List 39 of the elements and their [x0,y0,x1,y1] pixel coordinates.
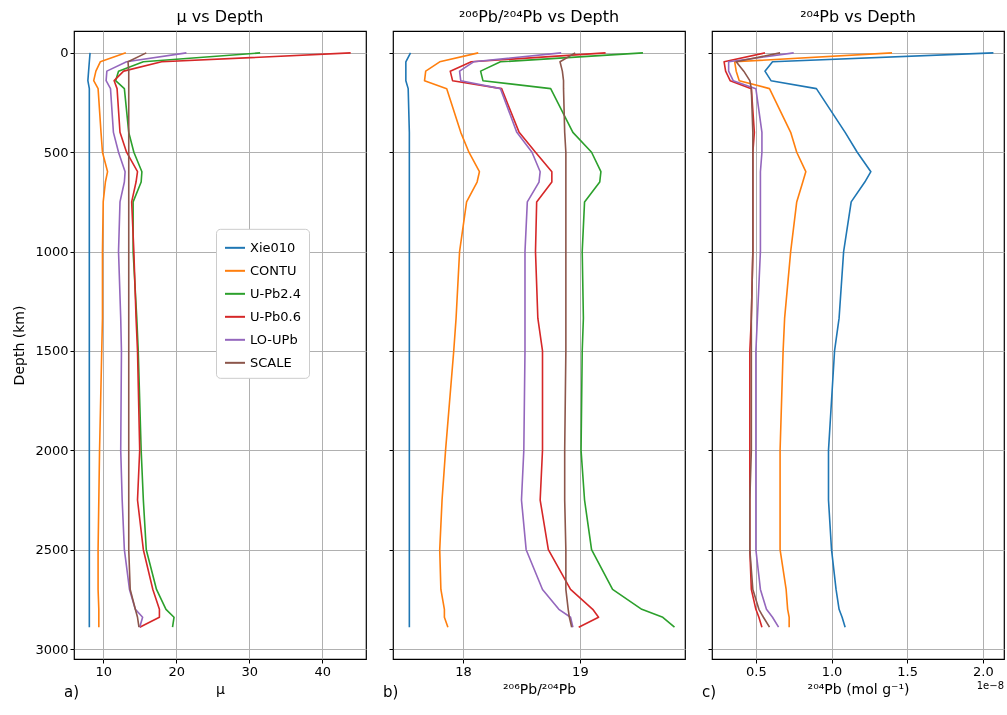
chart-title: μ vs Depth [176,7,264,26]
y-tick-label: 1500 [35,343,69,359]
text: b) [383,683,399,701]
line-series [105,52,188,628]
legend-label: Xie010 [250,239,296,255]
x-tick-label: 1.5 [897,663,919,679]
x-axis-title: ²⁰⁶Pb/²⁰⁴Pb [502,680,577,697]
x-tick-label: 10 [95,663,112,679]
text: c) [702,683,717,701]
legend-label: U-Pb0.6 [250,308,301,324]
y-tick-label: 2500 [35,542,69,558]
x-tick-label: 1.0 [821,663,843,679]
line-series [113,52,352,628]
y-tick-label: 500 [43,144,69,160]
y-axis-title: Depth (km) [11,305,28,386]
x-tick-label: 18 [455,663,472,679]
x-axis-title: μ [216,680,226,697]
line-series [127,52,148,628]
chart-title: ²⁰⁶Pb/²⁰⁴Pb vs Depth [458,7,620,26]
x-tick-label: 20 [168,663,185,679]
legend-label: U-Pb2.4 [250,285,301,301]
line-series [92,52,127,628]
x-axis-title: ²⁰⁴Pb (mol g⁻¹) [807,680,910,697]
chart-title: ²⁰⁴Pb vs Depth [800,7,916,26]
line-series [87,52,91,628]
text: a) [64,683,80,701]
x-tick-label: 0.5 [746,663,767,679]
legend-label: CONTU [250,262,297,278]
y-tick-label: 2000 [35,442,69,458]
x-tick-label: 2.0 [972,663,994,679]
x-tick-label: 19 [572,663,589,679]
text: 1e−8 [976,680,1004,691]
x-tick-label: 40 [314,663,331,679]
y-tick-label: 0 [60,45,69,61]
legend-label: SCALE [250,354,292,370]
y-tick-label: 3000 [35,641,69,657]
legend-label: LO-UPb [250,331,298,347]
x-tick-label: 30 [241,663,258,679]
y-tick-label: 1000 [35,244,69,260]
